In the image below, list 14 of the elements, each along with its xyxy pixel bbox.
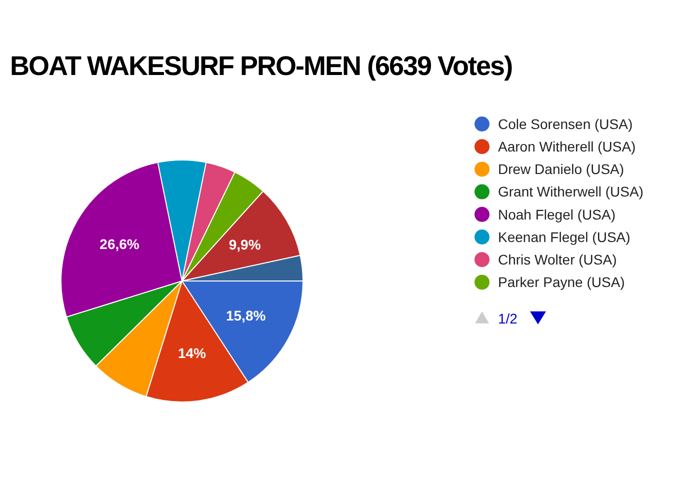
legend-label: Noah Flegel (USA) [498, 206, 616, 222]
chart-title: BOAT WAKESURF PRO-MEN (6639 Votes) [10, 51, 512, 81]
data-label: 26,6% [100, 236, 140, 252]
text: 1/2 [498, 310, 518, 326]
legend-label: Chris Wolter (USA) [498, 252, 617, 268]
legend-label: Drew Danielo (USA) [498, 161, 624, 178]
legend-label: Grant Witherwell (USA) [498, 184, 644, 200]
data-label: 9,9% [228, 236, 262, 253]
legend-label: Aaron Witherell (USA) [498, 138, 636, 154]
data-label: 14% [178, 344, 207, 361]
legend-label: Parker Payne (USA) [498, 274, 625, 290]
data-label: 15,8% [226, 307, 266, 324]
legend-label: Cole Sorensen (USA) [498, 116, 633, 132]
legend-label: Keenan Flegel (USA) [498, 228, 630, 245]
